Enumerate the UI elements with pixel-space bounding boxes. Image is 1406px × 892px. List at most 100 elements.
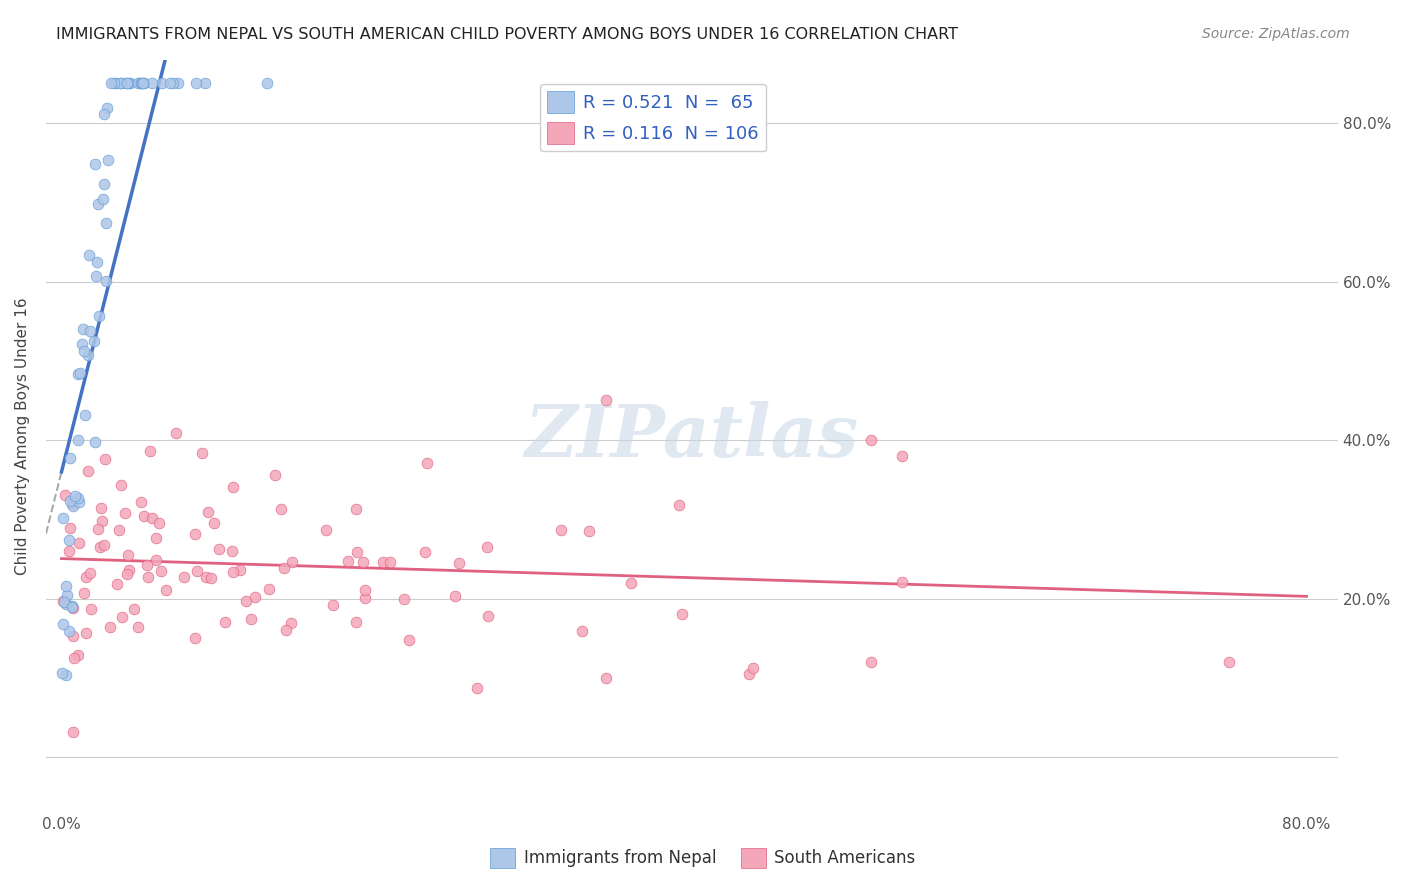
Immigrants from Nepal <box>58 533 80 548</box>
South Americans <box>336 554 359 568</box>
Immigrants from Nepal <box>60 600 83 615</box>
South Americans <box>52 594 75 608</box>
South Americans <box>136 558 159 572</box>
South Americans <box>155 582 177 597</box>
South Americans <box>221 543 243 558</box>
Immigrants from Nepal <box>162 76 184 90</box>
South Americans <box>118 563 141 577</box>
South Americans <box>378 555 401 569</box>
South Americans <box>392 591 415 606</box>
Immigrants from Nepal <box>96 101 118 115</box>
South Americans <box>444 589 467 603</box>
South Americans <box>128 620 150 634</box>
South Americans <box>148 516 170 530</box>
South Americans <box>76 464 98 478</box>
South Americans <box>89 540 111 554</box>
South Americans <box>62 497 84 511</box>
South Americans <box>354 582 377 597</box>
South Americans <box>204 516 226 530</box>
Text: Source: ZipAtlas.com: Source: ZipAtlas.com <box>1202 27 1350 41</box>
Immigrants from Nepal <box>97 153 120 168</box>
South Americans <box>413 545 436 559</box>
South Americans <box>398 633 420 648</box>
South Americans <box>371 556 394 570</box>
South Americans <box>273 560 295 574</box>
South Americans <box>208 542 231 557</box>
Immigrants from Nepal <box>100 76 122 90</box>
Immigrants from Nepal <box>77 248 100 262</box>
Immigrants from Nepal <box>55 668 77 682</box>
South Americans <box>1218 655 1240 669</box>
South Americans <box>75 570 97 584</box>
Immigrants from Nepal <box>52 595 75 609</box>
South Americans <box>671 607 693 621</box>
Immigrants from Nepal <box>73 343 96 358</box>
South Americans <box>222 566 245 580</box>
South Americans <box>595 393 617 408</box>
South Americans <box>550 524 572 538</box>
South Americans <box>270 502 292 516</box>
South Americans <box>105 577 128 591</box>
South Americans <box>117 566 139 581</box>
South Americans <box>738 667 761 681</box>
Immigrants from Nepal <box>66 433 89 447</box>
Immigrants from Nepal <box>103 76 125 90</box>
South Americans <box>595 671 617 685</box>
South Americans <box>475 541 498 555</box>
South Americans <box>98 620 121 634</box>
South Americans <box>141 511 163 525</box>
South Americans <box>184 526 207 541</box>
Immigrants from Nepal <box>72 322 94 336</box>
Immigrants from Nepal <box>131 76 153 90</box>
Immigrants from Nepal <box>63 489 86 503</box>
Immigrants from Nepal <box>60 599 83 614</box>
South Americans <box>73 586 96 600</box>
Immigrants from Nepal <box>93 177 115 191</box>
South Americans <box>620 576 643 591</box>
South Americans <box>200 571 222 585</box>
Immigrants from Nepal <box>108 76 131 90</box>
Immigrants from Nepal <box>79 324 101 338</box>
South Americans <box>94 451 117 466</box>
Immigrants from Nepal <box>69 367 91 381</box>
Immigrants from Nepal <box>94 274 117 288</box>
Legend: R = 0.521  N =  65, R = 0.116  N = 106: R = 0.521 N = 65, R = 0.116 N = 106 <box>540 84 766 152</box>
Immigrants from Nepal <box>120 76 142 90</box>
Immigrants from Nepal <box>132 76 155 90</box>
Immigrants from Nepal <box>62 500 84 514</box>
Immigrants from Nepal <box>128 76 150 90</box>
South Americans <box>859 655 882 669</box>
South Americans <box>63 651 86 665</box>
Immigrants from Nepal <box>87 197 110 211</box>
Immigrants from Nepal <box>194 76 217 90</box>
Immigrants from Nepal <box>70 337 93 351</box>
South Americans <box>315 523 337 537</box>
Immigrants from Nepal <box>117 76 139 90</box>
South Americans <box>90 514 112 528</box>
Immigrants from Nepal <box>84 269 107 284</box>
Immigrants from Nepal <box>59 494 82 508</box>
South Americans <box>149 564 172 578</box>
Immigrants from Nepal <box>93 107 115 121</box>
Immigrants from Nepal <box>51 666 73 681</box>
Y-axis label: Child Poverty Among Boys Under 16: Child Poverty Among Boys Under 16 <box>15 297 30 574</box>
South Americans <box>191 446 214 460</box>
South Americans <box>110 478 132 492</box>
South Americans <box>263 467 285 482</box>
Immigrants from Nepal <box>59 450 82 465</box>
South Americans <box>55 488 77 502</box>
Immigrants from Nepal <box>55 597 77 611</box>
South Americans <box>742 661 765 675</box>
South Americans <box>235 593 257 607</box>
South Americans <box>322 599 344 613</box>
South Americans <box>132 508 155 523</box>
Immigrants from Nepal <box>115 76 138 90</box>
South Americans <box>197 505 219 519</box>
Immigrants from Nepal <box>132 76 155 90</box>
South Americans <box>79 566 101 580</box>
South Americans <box>75 626 97 640</box>
South Americans <box>110 610 132 624</box>
South Americans <box>90 501 112 516</box>
South Americans <box>859 433 882 447</box>
Immigrants from Nepal <box>141 76 163 90</box>
